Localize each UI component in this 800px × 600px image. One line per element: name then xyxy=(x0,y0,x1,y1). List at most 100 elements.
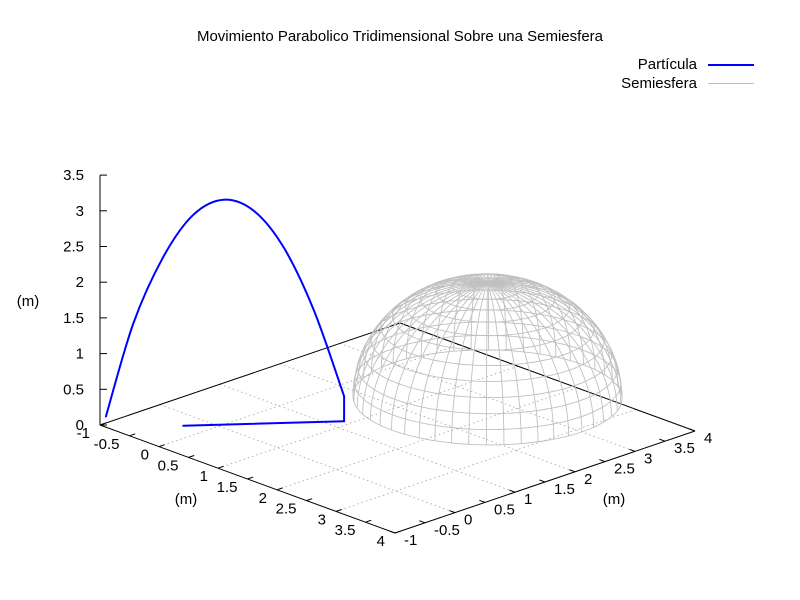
semiesfera-meridian xyxy=(487,273,507,351)
legend-swatch-particula xyxy=(708,63,754,66)
semiesfera-meridian xyxy=(451,282,488,443)
z-tick-label: 1 xyxy=(76,346,84,363)
y-tick-label: -0.5 xyxy=(434,522,460,539)
x-tick-label: -1 xyxy=(77,425,90,442)
x-tick-label: 2 xyxy=(259,490,267,507)
semiesfera-meridian xyxy=(356,282,488,409)
tick-labels: -1-0.500.511.522.533.54 -1-0.500.511.522.… xyxy=(63,167,712,550)
semiesfera-meridian xyxy=(487,282,622,393)
particula-trajectory xyxy=(104,198,346,427)
x-tick xyxy=(247,476,254,480)
y-tick xyxy=(479,499,486,503)
z-tick-label: 3.5 xyxy=(63,167,84,184)
semiesfera-meridian xyxy=(485,283,488,445)
x-tick xyxy=(335,508,342,512)
legend-entry-semiesfera: Semiesfera xyxy=(621,74,754,93)
semiesfera-meridian xyxy=(487,282,539,442)
semiesfera-meridian xyxy=(487,280,606,375)
frame-back-left xyxy=(99,322,401,426)
x-tick-label: 0 xyxy=(141,447,149,464)
chart-title: Movimiento Parabolico Tridimensional Sob… xyxy=(196,28,604,45)
x-tick xyxy=(365,519,372,523)
grid-line-y xyxy=(279,363,576,473)
y-tick xyxy=(629,448,636,452)
legend-entry-particula: Partícula xyxy=(621,55,754,74)
z-tick-label: 1.5 xyxy=(63,310,84,327)
semiesfera-meridian xyxy=(420,275,488,356)
x-tick-label: 2.5 xyxy=(276,501,297,518)
semiesfera-meridian xyxy=(487,276,571,361)
semiesfera-meridian xyxy=(353,282,488,390)
semiesfera-meridian xyxy=(369,282,488,421)
particula-arc xyxy=(104,198,346,418)
semiesfera-meridian xyxy=(404,282,488,435)
y-tick xyxy=(659,438,666,442)
z-tick-label: 3 xyxy=(76,203,84,220)
grid-line-y xyxy=(159,404,456,513)
x-tick xyxy=(129,433,136,437)
y-tick-label: 1 xyxy=(524,491,532,508)
y-tick xyxy=(509,489,516,493)
semiesfera-meridian xyxy=(487,275,557,357)
y-tick xyxy=(599,459,606,463)
semiesfera-meridian xyxy=(362,282,488,415)
legend-label-semiesfera: Semiesfera xyxy=(621,75,697,92)
semiesfera-meridian xyxy=(487,273,490,350)
semiesfera-meridian xyxy=(487,282,555,440)
z-axis-label: (m) xyxy=(17,293,40,310)
y-tick xyxy=(569,469,576,473)
y-tick xyxy=(449,510,456,514)
semiesfera-meridian xyxy=(487,282,612,417)
x-axis-label: (m) xyxy=(175,491,198,508)
x-tick-label: 3.5 xyxy=(335,522,356,539)
semiesfera-meridian xyxy=(487,279,596,370)
x-tick xyxy=(306,498,313,502)
y-tick-label: 1.5 xyxy=(554,481,575,498)
x-tick-label: 3 xyxy=(318,511,326,528)
semiesfera-meridian xyxy=(468,283,488,445)
x-tick xyxy=(276,487,283,491)
x-tick-label: 1.5 xyxy=(217,479,238,496)
semiesfera-meridian xyxy=(487,282,622,405)
y-tick xyxy=(419,520,426,524)
y-tick xyxy=(389,530,396,534)
x-tick xyxy=(394,530,401,534)
semiesfera-meridian xyxy=(418,282,488,438)
y-tick-label: -1 xyxy=(404,532,417,549)
grid-line-x xyxy=(217,365,519,469)
z-tick-label: 2 xyxy=(76,274,84,291)
semiesfera-meridian xyxy=(487,282,623,399)
grid-line-y xyxy=(219,383,516,493)
semiesfera-meridian xyxy=(434,282,488,441)
y-tick xyxy=(689,428,696,432)
y-tick-label: 2.5 xyxy=(614,461,635,478)
semiesfera-meridian xyxy=(487,282,618,412)
chart-axes xyxy=(99,174,696,534)
grid-line-x xyxy=(335,409,637,512)
semiesfera-meridian xyxy=(391,282,488,431)
y-axis-label: (m) xyxy=(603,491,626,508)
x-tick-label: 1 xyxy=(200,468,208,485)
y-tick-label: 0.5 xyxy=(494,501,515,518)
legend-label-particula: Partícula xyxy=(637,56,697,73)
semiesfera-meridian xyxy=(487,278,584,365)
legend-swatch-semiesfera xyxy=(708,83,754,84)
x-tick xyxy=(217,465,224,469)
x-tick xyxy=(158,444,165,448)
semiesfera-meridian xyxy=(379,282,488,426)
particula-ground-path xyxy=(182,420,346,427)
semiesfera-mesh xyxy=(352,273,623,446)
x-tick xyxy=(188,454,195,458)
semiesfera-meridian xyxy=(487,282,595,428)
x-tick-label: 4 xyxy=(377,533,385,550)
z-tick-label: 0.5 xyxy=(63,381,84,398)
semiesfera-meridian xyxy=(487,281,613,381)
grid-line-y xyxy=(339,343,636,452)
z-tick-label: 0 xyxy=(76,417,84,434)
chart-legend: Partícula Semiesfera xyxy=(621,55,754,93)
y-tick-label: 2 xyxy=(584,471,592,488)
semiesfera-meridian xyxy=(352,282,488,397)
semiesfera-meridian xyxy=(487,282,522,444)
semiesfera-meridian xyxy=(487,274,541,355)
grid-line-x xyxy=(158,344,460,447)
